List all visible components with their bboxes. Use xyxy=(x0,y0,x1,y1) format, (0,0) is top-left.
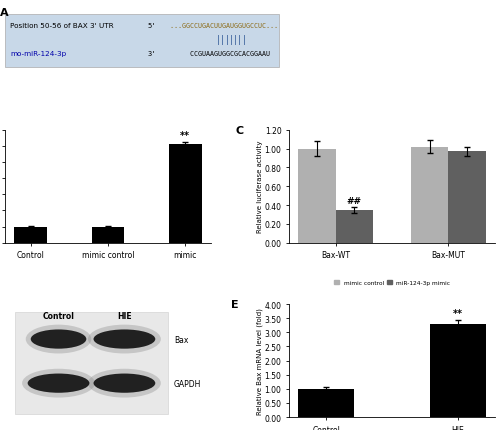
Bar xyxy=(411,147,449,243)
Text: HIE: HIE xyxy=(117,311,132,320)
Ellipse shape xyxy=(88,325,161,353)
Ellipse shape xyxy=(30,330,86,349)
Ellipse shape xyxy=(28,374,90,393)
Bar xyxy=(298,389,354,417)
Bar xyxy=(298,149,336,243)
FancyBboxPatch shape xyxy=(5,15,280,68)
Y-axis label: Relative Bax mRNA level (fold): Relative Bax mRNA level (fold) xyxy=(256,307,263,414)
Text: **: ** xyxy=(453,309,463,319)
Bar xyxy=(169,145,202,243)
Text: C: C xyxy=(236,126,244,136)
Text: GAPDH: GAPDH xyxy=(174,379,201,388)
Text: E: E xyxy=(232,300,239,310)
Text: Control: Control xyxy=(42,311,74,320)
Ellipse shape xyxy=(22,369,95,398)
Bar xyxy=(430,324,486,417)
Bar xyxy=(448,152,486,243)
Ellipse shape xyxy=(94,330,156,349)
Y-axis label: Relative luciferase activity: Relative luciferase activity xyxy=(257,141,263,233)
Legend: mimic control, miR-124-3p mimic: mimic control, miR-124-3p mimic xyxy=(332,278,453,288)
Text: CCGUAAGUGGCGCACGGAAU: CCGUAAGUGGCGCACGGAAU xyxy=(162,50,270,56)
Ellipse shape xyxy=(88,369,161,398)
Text: **: ** xyxy=(180,131,190,141)
Text: Position 50-56 of BAX 3' UTR: Position 50-56 of BAX 3' UTR xyxy=(10,24,114,29)
Ellipse shape xyxy=(94,374,156,393)
Bar xyxy=(92,227,124,243)
Text: A: A xyxy=(0,9,8,18)
Bar xyxy=(336,210,373,243)
Text: Bax: Bax xyxy=(174,335,188,344)
Ellipse shape xyxy=(26,325,92,353)
Text: ...GGCCUGACUUGAUGGUGCCUC...: ...GGCCUGACUUGAUGGUGCCUC... xyxy=(162,24,278,29)
Text: 3': 3' xyxy=(147,50,156,56)
Text: ##: ## xyxy=(347,196,362,205)
Bar xyxy=(14,227,47,243)
Text: 5': 5' xyxy=(147,24,156,29)
FancyBboxPatch shape xyxy=(16,312,168,414)
Text: mo-miR-124-3p: mo-miR-124-3p xyxy=(10,50,66,56)
